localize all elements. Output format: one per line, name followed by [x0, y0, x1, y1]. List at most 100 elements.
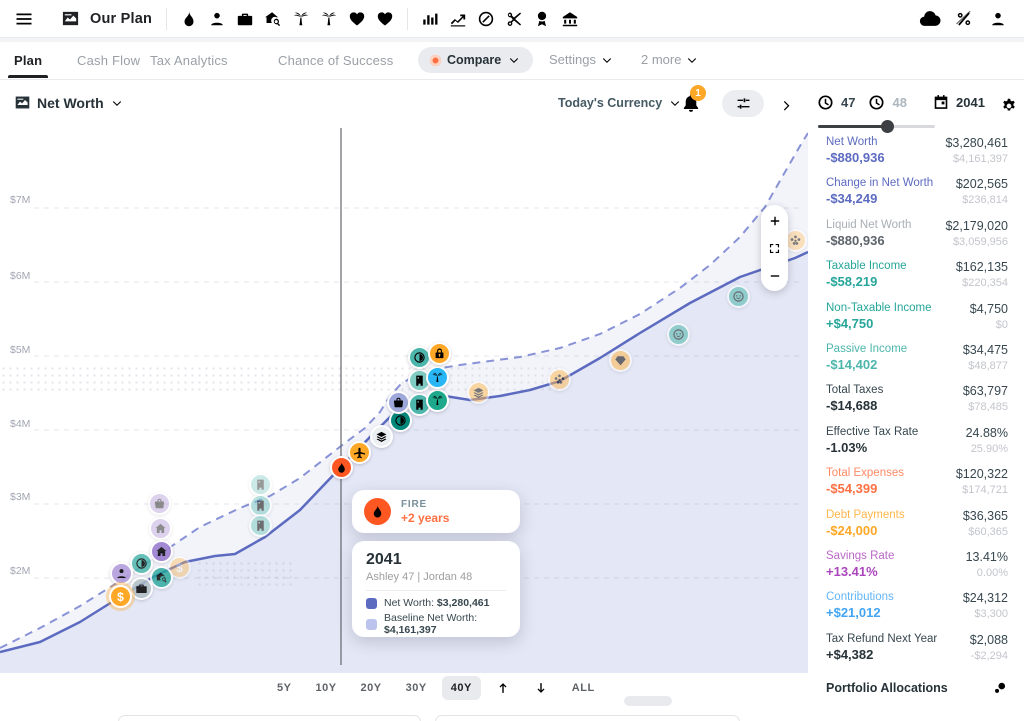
milestone-bag-icon[interactable]	[387, 391, 410, 414]
milestone-home-icon[interactable]	[149, 517, 172, 540]
tab-chance-of-success[interactable]: Chance of Success	[278, 52, 394, 68]
net-worth-chart[interactable]: $7M $6M $5M $4M $3M $2M $ $	[0, 128, 809, 673]
metric-label[interactable]: Change in Net Worth	[826, 177, 934, 190]
portfolio-allocations-row[interactable]: Portfolio Allocations	[826, 680, 1008, 696]
range-all-button[interactable]: ALL	[571, 682, 595, 694]
notifications-button[interactable]: 1	[680, 85, 706, 114]
slider-track[interactable]	[887, 125, 935, 128]
year-slider[interactable]	[818, 119, 935, 133]
chart-options-button[interactable]	[722, 90, 764, 117]
metric-label[interactable]: Net Worth	[826, 136, 878, 148]
milestone-heart-icon[interactable]	[343, 5, 371, 33]
slider-knob[interactable]	[881, 120, 894, 133]
chart-zoom-controls	[761, 205, 788, 291]
fullscreen-button[interactable]	[767, 241, 782, 256]
metric-label[interactable]: Effective Tax Rate	[826, 425, 919, 438]
metric-label[interactable]: Savings Rate	[826, 549, 895, 562]
milestone-briefcase-icon[interactable]	[231, 5, 259, 33]
currency-mode-selector[interactable]: Today's Currency	[558, 96, 682, 110]
cloud-check-icon[interactable]	[916, 5, 944, 33]
settings-menu[interactable]: Settings	[549, 52, 614, 67]
milestone-face-icon[interactable]	[727, 285, 750, 308]
range-10y-button[interactable]: 10Y	[315, 682, 337, 694]
milestone-dollar-icon[interactable]: $	[168, 556, 191, 579]
milestone-person-icon[interactable]	[110, 562, 133, 585]
chart-settings-gear-icon[interactable]	[995, 92, 1023, 120]
milestone-diamond-icon[interactable]	[609, 349, 632, 372]
metric-label[interactable]: Passive Income	[826, 342, 908, 355]
metric-row-non-taxable-income: Non-Taxable Income +$4,750 $4,750 $0	[826, 302, 1008, 343]
milestone-building-icon[interactable]	[249, 514, 272, 537]
slider-track-filled[interactable]	[818, 125, 887, 128]
expand-panel-chevron[interactable]	[772, 92, 800, 120]
metric-value: $34,475	[962, 342, 1008, 357]
tab-plan[interactable]: Plan	[7, 42, 49, 78]
range-20y-button[interactable]: 20Y	[360, 682, 382, 694]
milestone-palm-blue-icon[interactable]	[426, 366, 449, 389]
scroll-up-button[interactable]	[487, 675, 519, 701]
milestone-airplane-icon[interactable]	[348, 441, 371, 464]
metric-label[interactable]: Non-Taxable Income	[826, 301, 932, 314]
money-off-icon[interactable]	[472, 5, 500, 33]
metric-selector[interactable]: Net Worth	[14, 94, 124, 111]
panel-drag-handle[interactable]	[624, 696, 672, 706]
account-icon[interactable]	[984, 5, 1012, 33]
milestone-layers-icon[interactable]	[370, 425, 393, 448]
metric-baseline: 25.90%	[970, 442, 1008, 455]
metric-label[interactable]: Taxable Income	[826, 260, 907, 273]
metric-label[interactable]: Debt Payments	[826, 508, 905, 521]
chart-bars-icon[interactable]	[416, 5, 444, 33]
menu-icon[interactable]	[10, 5, 38, 33]
metric-label[interactable]: Contributions	[826, 591, 894, 604]
milestone-home-icon[interactable]	[150, 540, 173, 563]
zoom-out-button[interactable]	[767, 268, 782, 283]
compare-button[interactable]: Compare	[418, 47, 534, 73]
milestone-flower-icon[interactable]	[548, 368, 571, 391]
award-icon[interactable]	[528, 5, 556, 33]
metric-delta: -$880,936	[826, 150, 885, 165]
milestone-palm-blue-icon[interactable]	[315, 5, 343, 33]
milestone-coin-icon[interactable]: $	[109, 585, 132, 608]
chart-line-icon[interactable]	[444, 5, 472, 33]
milestone-fire-icon[interactable]	[330, 456, 353, 479]
milestone-contrast-icon[interactable]	[130, 552, 153, 575]
milestone-layers-icon[interactable]	[467, 381, 490, 404]
bank-add-icon[interactable]	[556, 5, 584, 33]
range-5y-button[interactable]: 5Y	[277, 682, 292, 694]
milestone-person-icon[interactable]	[203, 5, 231, 33]
percent-off-icon[interactable]	[950, 5, 978, 33]
scroll-down-button[interactable]	[525, 675, 557, 701]
milestone-building-icon[interactable]	[249, 473, 272, 496]
metric-label[interactable]: Total Taxes	[826, 384, 884, 397]
metric-value: $63,797	[962, 384, 1008, 399]
metric-delta: -$14,688	[826, 398, 878, 414]
milestone-home-search-icon[interactable]	[259, 5, 287, 33]
baseline-net-worth-line	[0, 132, 809, 649]
tooltip-people: Ashley 47 | Jordan 48	[366, 571, 473, 583]
tooltip-baseline-row: Baseline Net Worth: $4,161,397	[366, 612, 506, 636]
tab-cash-flow[interactable]: Cash Flow	[77, 52, 141, 68]
metric-delta: -1.03%	[826, 439, 868, 455]
milestone-lock-icon[interactable]	[428, 342, 451, 365]
milestone-bag-icon[interactable]	[148, 492, 171, 515]
more-tabs-menu[interactable]: 2 more	[641, 52, 699, 67]
milestone-palm-green-icon[interactable]	[426, 389, 449, 412]
metric-baseline: -$2,294	[970, 649, 1008, 662]
cut-icon[interactable]	[500, 5, 528, 33]
milestone-home-search-icon[interactable]	[150, 566, 173, 589]
milestone-palm-teal-icon[interactable]	[287, 5, 315, 33]
tab-tax-analytics[interactable]: Tax Analytics	[150, 52, 228, 68]
compare-label: Compare	[447, 53, 502, 67]
milestone-briefcase-icon[interactable]	[130, 577, 153, 600]
zoom-in-button[interactable]	[767, 213, 782, 228]
portfolio-allocations-label[interactable]: Portfolio Allocations	[826, 681, 948, 696]
milestone-heart-icon-2[interactable]	[371, 5, 399, 33]
metric-baseline: $48,877	[968, 359, 1008, 372]
range-30y-button[interactable]: 30Y	[405, 682, 427, 694]
milestone-flame-icon[interactable]	[175, 5, 203, 33]
metric-label[interactable]: Tax Refund Next Year	[826, 632, 938, 645]
range-40y-button[interactable]: 40Y	[441, 676, 481, 700]
metric-label[interactable]: Liquid Net Worth	[826, 218, 912, 231]
milestone-face-icon[interactable]	[667, 323, 690, 346]
metric-label[interactable]: Total Expenses	[826, 467, 904, 480]
